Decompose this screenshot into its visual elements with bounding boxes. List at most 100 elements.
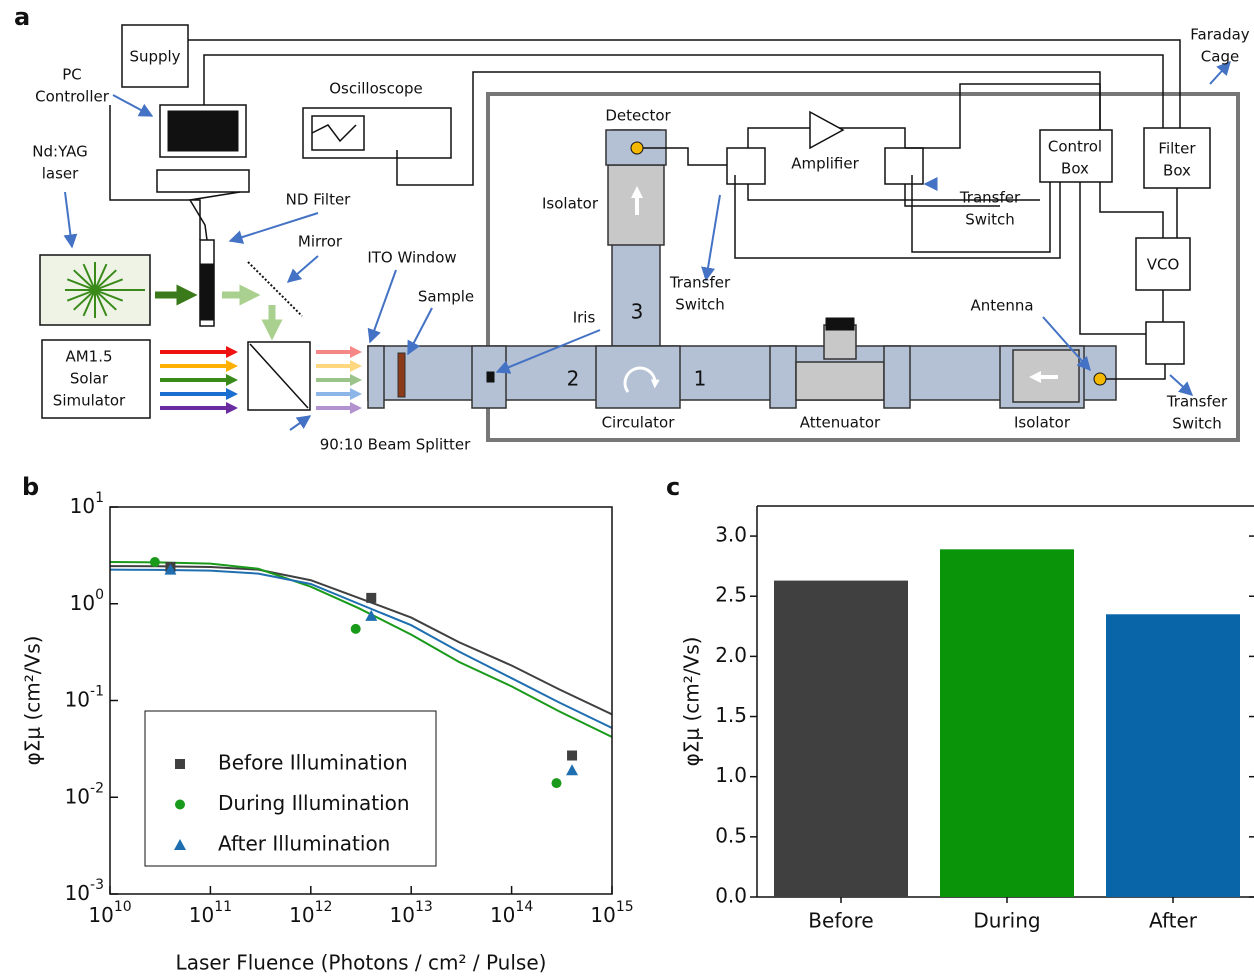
diagram-label: Switch (965, 211, 1015, 229)
marker (551, 778, 562, 789)
diagram-label: Transfer (959, 189, 1021, 207)
pointer-arrow (495, 329, 601, 374)
diagram-label: Detector (605, 107, 671, 125)
diagram-box (795, 361, 885, 401)
marker (175, 799, 185, 810)
diagram-label: Amplifier (791, 155, 859, 173)
wire (109, 105, 201, 240)
diagram-label: 2 (567, 367, 580, 391)
wire (747, 184, 1040, 201)
diagram-label: Cage (1201, 48, 1239, 66)
diagram-label: Sample (418, 288, 474, 306)
diagram-label: Nd:YAG (32, 143, 87, 161)
tick-exponent: 15 (616, 899, 634, 915)
y-axis-label: φΣμ (cm²/Vs) (680, 637, 704, 767)
diagram-label: 3 (631, 300, 644, 324)
pointer-arrow (112, 94, 154, 117)
pointer-arrow (367, 269, 397, 344)
diagram-box (726, 147, 766, 185)
diagram-box (367, 345, 385, 409)
marker (365, 609, 378, 621)
tick-label: 1014 (490, 899, 533, 927)
tick-exponent: 0 (95, 587, 104, 603)
marker (164, 563, 177, 575)
pointer-arrow (286, 255, 319, 283)
pointer-arrow (701, 194, 721, 282)
wire (396, 71, 1101, 186)
wire (1106, 364, 1166, 380)
marker (366, 592, 377, 603)
marker (567, 750, 578, 761)
legend-frame (144, 710, 437, 867)
panel-label: a (14, 3, 30, 31)
legend-label: After Illumination (218, 832, 390, 856)
wire (1079, 182, 1146, 335)
antenna (1093, 372, 1107, 386)
diagram-label: 90:10 Beam Splitter (320, 436, 471, 454)
tick-base: 10 (390, 903, 415, 927)
tick-base: 10 (65, 784, 90, 808)
wire (734, 175, 1061, 259)
diagram-label: Box (1061, 160, 1089, 178)
diagram-box (825, 317, 855, 331)
wire (203, 54, 1164, 128)
tick-label: 1015 (590, 899, 633, 927)
x-tick-label: Before (808, 909, 873, 933)
detector (630, 141, 644, 155)
tick-base: 10 (289, 903, 314, 927)
tick-label: 10-2 (65, 780, 104, 808)
diagram-label: Transfer (1166, 393, 1228, 411)
diagram-label: Simulator (53, 392, 126, 410)
diagram-box (486, 92, 1240, 442)
diagram-box (199, 263, 215, 321)
tick-exponent: 10 (114, 899, 132, 915)
laser-ray (94, 269, 117, 291)
wire (904, 184, 1000, 207)
diagram-box (823, 324, 857, 360)
legend-label: Before Illumination (218, 751, 408, 775)
diagram-label: Solar (70, 370, 109, 388)
y-tick-label: 1.0 (715, 763, 747, 787)
pointer-arrow (228, 212, 319, 244)
diagram-label: ITO Window (367, 249, 456, 267)
fit-line (110, 568, 612, 729)
laser-ray (66, 289, 96, 302)
diagram-label: Switch (675, 296, 725, 314)
diagram-box (595, 345, 681, 409)
marker (566, 764, 579, 776)
x-tick-label: After (1149, 909, 1198, 933)
tick-label: 10-3 (65, 877, 104, 905)
amplifier (809, 110, 845, 150)
tick-base: 10 (70, 590, 95, 614)
diagram-label: Circulator (602, 414, 676, 432)
pointer-arrow (1209, 60, 1231, 85)
tick-base: 10 (590, 903, 615, 927)
diagram-box (397, 352, 406, 398)
tick-exponent: 1 (95, 490, 104, 506)
wire (311, 124, 357, 143)
laser-ray (82, 289, 96, 317)
diagram-label: AM1.5 (65, 348, 112, 366)
diagram-box (121, 24, 189, 88)
tick-exponent: 11 (214, 899, 232, 915)
diagram-label: PC (62, 66, 82, 84)
tick-exponent: 12 (315, 899, 333, 915)
tick-label: 101 (70, 490, 104, 518)
diagram-box (311, 115, 365, 151)
tick-label: 1013 (390, 899, 433, 927)
marker (149, 557, 160, 568)
bar (1106, 614, 1240, 897)
diagram-label: Oscilloscope (329, 80, 423, 98)
diagram-box (167, 110, 239, 152)
wire (188, 191, 241, 241)
diagram-box (1135, 237, 1191, 291)
diagram-box (486, 371, 495, 383)
diagram-label: Supply (129, 48, 180, 66)
diagram-label: Transfer (669, 274, 731, 292)
laser-ray (94, 289, 108, 317)
fit-line (110, 561, 612, 738)
diagram-label: Attenuator (800, 414, 881, 432)
diagram-label: Faraday (1190, 26, 1250, 44)
tick-base: 10 (490, 903, 515, 927)
diagram-label: Mirror (298, 233, 343, 251)
